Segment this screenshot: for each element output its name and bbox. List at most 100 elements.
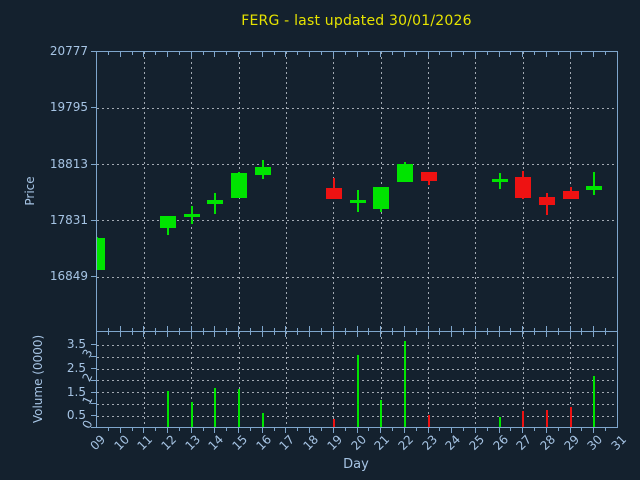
x-tick — [273, 428, 275, 431]
candle-body — [183, 214, 200, 217]
x-tick — [107, 428, 109, 431]
x-tick — [261, 428, 263, 433]
day-tick-label: 27 — [513, 432, 535, 453]
volume-bar — [522, 411, 525, 427]
x-tick — [297, 428, 299, 431]
candle-wick — [593, 172, 596, 196]
volume-tick-label-rotated: 0 — [79, 417, 96, 431]
x-tick — [427, 428, 429, 433]
day-gridline — [428, 332, 430, 427]
chart-title: FERG - last updated 30/01/2026 — [241, 13, 472, 29]
price-axis-title: Price — [23, 176, 37, 206]
x-tick — [226, 428, 228, 431]
day-gridline — [285, 52, 287, 331]
day-axis-title: Day — [343, 457, 369, 472]
price-gridline — [97, 107, 617, 109]
x-tick — [178, 428, 180, 431]
x-tick — [131, 428, 133, 431]
x-tick — [119, 428, 121, 433]
day-gridline — [380, 332, 382, 427]
day-gridline — [475, 332, 477, 427]
x-tick — [545, 428, 547, 433]
price-tick-label: 16849 — [49, 269, 88, 283]
volume-bar — [356, 354, 359, 427]
day-gridline — [238, 332, 240, 427]
volume-bar — [214, 387, 217, 427]
x-tick — [285, 428, 287, 433]
volume-bar — [332, 418, 335, 427]
volume-axis-title: Volume (0000) — [31, 334, 45, 424]
day-gridline — [428, 52, 430, 331]
day-tick-label: 09 — [87, 432, 109, 453]
x-tick — [498, 428, 500, 433]
candle-body — [160, 215, 177, 228]
x-tick — [474, 428, 476, 433]
x-tick — [605, 428, 607, 431]
day-tick-label: 14 — [205, 432, 227, 453]
x-tick — [557, 428, 559, 431]
day-tick-label: 30 — [584, 432, 606, 453]
volume-tick-label: 2.5 — [66, 361, 86, 375]
volume-tick-label-rotated: 2 — [79, 370, 96, 384]
day-tick-label: 29 — [561, 432, 582, 453]
x-tick — [238, 428, 240, 433]
day-tick-label: 16 — [253, 432, 274, 453]
candle-body — [586, 185, 603, 190]
day-gridline — [570, 332, 572, 427]
day-tick-label: 12 — [158, 432, 180, 453]
volume-tick-label: 0.5 — [66, 408, 86, 423]
day-gridline — [285, 332, 287, 427]
volume-bar — [261, 412, 264, 427]
x-tick — [167, 428, 169, 433]
x-tick — [214, 428, 216, 433]
x-tick — [356, 428, 358, 433]
volume-bar — [593, 376, 596, 427]
day-tick-label: 31 — [608, 432, 630, 453]
x-tick — [320, 428, 322, 431]
day-gridline — [522, 332, 524, 427]
x-tick — [202, 428, 204, 431]
candle-body — [491, 178, 508, 182]
volume-bar — [380, 399, 383, 427]
price-gridline — [97, 220, 617, 222]
x-tick — [344, 428, 346, 431]
candle-body — [562, 191, 579, 199]
x-tick — [415, 428, 417, 431]
day-tick-label: 25 — [466, 432, 488, 453]
volume-gridline — [97, 344, 617, 346]
volume-bar — [569, 406, 572, 427]
day-gridline — [143, 332, 145, 427]
volume-bar — [167, 391, 170, 427]
x-tick — [593, 428, 595, 433]
day-tick-label: 24 — [442, 432, 464, 453]
day-tick-label: 26 — [490, 432, 511, 453]
x-tick — [463, 428, 465, 431]
x-tick — [581, 428, 583, 431]
candle-body — [515, 176, 532, 198]
volume-tick-label: 1.5 — [66, 384, 86, 399]
candle-body — [254, 166, 271, 176]
x-tick — [380, 428, 382, 433]
volume-bar — [403, 340, 406, 427]
x-tick — [403, 428, 405, 433]
day-tick-label: 10 — [111, 432, 132, 453]
price-gridline — [97, 164, 617, 165]
candle-body — [538, 196, 555, 206]
volume-bar — [190, 402, 193, 427]
x-tick — [392, 428, 394, 431]
volume-bar — [545, 410, 548, 427]
volume-tick-label: 3.5 — [66, 337, 86, 352]
price-tick-label: 17831 — [49, 212, 88, 227]
x-tick — [155, 428, 157, 431]
x-tick — [451, 428, 453, 433]
price-gridline — [97, 276, 617, 278]
candle-body — [325, 187, 342, 199]
day-tick-label: 28 — [537, 432, 559, 453]
day-gridline — [333, 332, 335, 427]
x-tick — [368, 428, 370, 431]
day-tick-label: 23 — [419, 432, 440, 453]
day-gridline — [191, 52, 193, 331]
volume-bar — [238, 389, 241, 427]
price-tick-label: 20777 — [49, 44, 88, 58]
candle-body — [207, 200, 224, 205]
